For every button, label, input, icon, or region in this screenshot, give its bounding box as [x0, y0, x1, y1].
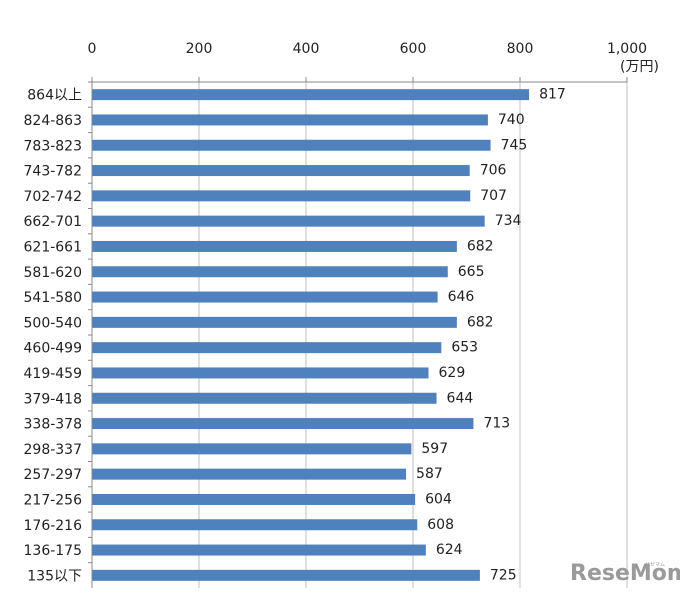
- bar: [92, 139, 491, 151]
- category-label: 217-256: [24, 492, 83, 508]
- x-tick-label: 800: [507, 41, 534, 57]
- category-label: 541-580: [24, 290, 83, 306]
- category-label: 419-459: [24, 366, 83, 382]
- bar: [92, 569, 480, 581]
- bar: [92, 215, 485, 227]
- watermark-subtext: リセマム: [645, 562, 665, 568]
- category-label: 864以上: [27, 88, 82, 104]
- bar: [92, 443, 412, 455]
- data-label: 604: [425, 491, 452, 507]
- category-label: 783-823: [24, 138, 83, 154]
- x-axis-unit-label: (万円): [620, 59, 659, 75]
- bar: [92, 468, 407, 480]
- bar: [92, 114, 488, 126]
- x-tick-label: 1,000: [607, 41, 647, 57]
- category-label: 257-297: [24, 467, 83, 483]
- category-label: 662-701: [24, 214, 83, 230]
- bar: [92, 165, 470, 177]
- bar: [92, 342, 442, 354]
- data-label: 682: [467, 314, 494, 330]
- category-label: 176-216: [24, 518, 83, 534]
- category-label: 581-620: [24, 265, 83, 281]
- bar: [92, 418, 474, 430]
- data-label: 629: [439, 365, 466, 381]
- data-label: 745: [501, 137, 528, 153]
- x-tick-label: 400: [293, 41, 320, 57]
- category-label: 621-661: [24, 239, 83, 255]
- bar: [92, 316, 457, 328]
- data-label: 587: [416, 466, 443, 482]
- data-label: 597: [421, 441, 448, 457]
- bar: [92, 544, 426, 556]
- bar: [92, 291, 438, 303]
- data-label: 706: [480, 163, 507, 179]
- data-label: 608: [427, 517, 454, 533]
- bar: [92, 89, 530, 101]
- data-label: 644: [447, 390, 474, 406]
- bar: [92, 519, 418, 531]
- bar: [92, 190, 471, 202]
- data-label: 707: [480, 188, 507, 204]
- gridlines: [198, 82, 628, 588]
- data-label: 624: [436, 542, 463, 558]
- x-axis-ticks: 0 200 400 600 800 1,000: [88, 41, 647, 588]
- x-tick-label: 200: [186, 41, 213, 57]
- data-label: 653: [451, 340, 478, 356]
- category-label: 743-782: [24, 164, 83, 180]
- watermark-text: ReseMom: [570, 561, 680, 586]
- category-label: 460-499: [24, 341, 83, 357]
- data-label: 734: [495, 213, 522, 229]
- category-label: 298-337: [24, 442, 83, 458]
- data-label: 646: [448, 289, 475, 305]
- x-tick-label: 0: [88, 41, 97, 57]
- data-label: 713: [483, 416, 510, 432]
- bar: [92, 493, 416, 505]
- data-label: 740: [498, 112, 525, 128]
- bars: [92, 89, 530, 581]
- x-tick-label: 600: [400, 41, 427, 57]
- category-label: 136-175: [24, 543, 83, 559]
- category-label: 338-378: [24, 417, 83, 433]
- category-label: 135以下: [27, 568, 82, 584]
- bar: [92, 367, 429, 379]
- bar: [92, 392, 437, 404]
- category-label: 379-418: [24, 391, 83, 407]
- data-label: 682: [467, 238, 494, 254]
- data-labels: 8177407457067077346826656466826536296447…: [416, 87, 566, 584]
- data-label: 665: [458, 264, 485, 280]
- resemom-watermark-logo: ReseMom リセマム: [570, 561, 680, 586]
- category-label: 702-742: [24, 189, 83, 205]
- bar: [92, 240, 457, 252]
- category-label: 824-863: [24, 113, 83, 129]
- category-label: 500-540: [24, 315, 83, 331]
- bar: [92, 266, 448, 278]
- y-axis-categories: 864以上 824-863 783-823 743-782 702-742 662-701…: [24, 88, 83, 585]
- data-label: 725: [490, 567, 517, 583]
- data-label: 817: [539, 87, 566, 103]
